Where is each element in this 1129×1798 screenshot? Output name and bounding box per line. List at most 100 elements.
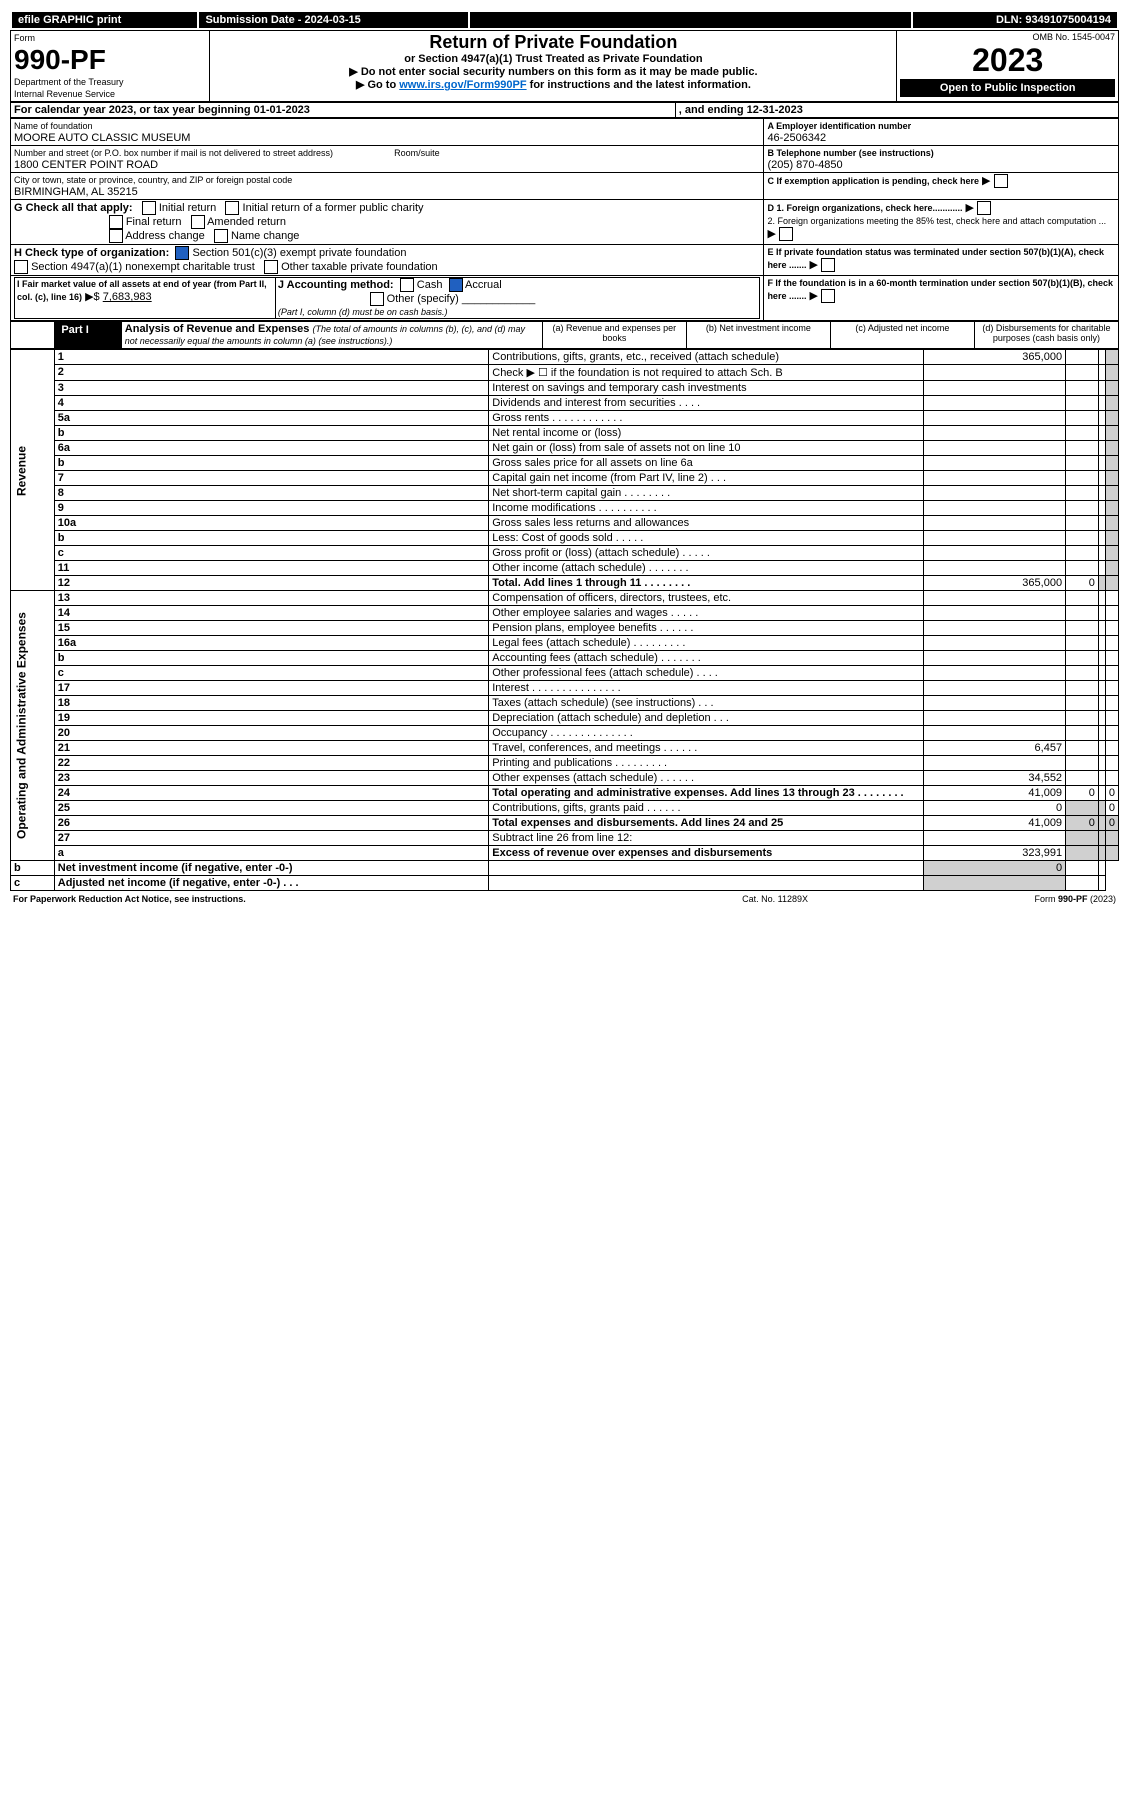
line-number: c — [54, 666, 488, 681]
cell — [924, 606, 1066, 621]
line-number: b — [54, 531, 488, 546]
cell — [924, 681, 1066, 696]
cell — [1066, 501, 1099, 516]
E-cb[interactable] — [821, 258, 835, 272]
submission-date: Submission Date - 2024-03-15 — [198, 11, 469, 29]
line-text: Adjusted net income (if negative, enter … — [54, 876, 488, 891]
cell: 365,000 — [924, 350, 1066, 365]
table-row: 11Other income (attach schedule) . . . .… — [11, 561, 1119, 576]
cell — [924, 636, 1066, 651]
line-number: 8 — [54, 486, 488, 501]
cell — [924, 456, 1066, 471]
G-initial-cb[interactable] — [142, 201, 156, 215]
G-addr-cb[interactable] — [109, 229, 123, 243]
line-text: Total. Add lines 1 through 11 . . . . . … — [489, 576, 924, 591]
J-other-cb[interactable] — [370, 292, 384, 306]
city-value: BIRMINGHAM, AL 35215 — [14, 186, 138, 198]
tax-year: 2023 — [900, 42, 1115, 79]
cell — [1066, 771, 1099, 786]
line-number: 4 — [54, 396, 488, 411]
cell: 6,457 — [924, 741, 1066, 756]
cell — [1098, 711, 1105, 726]
cell — [1066, 426, 1099, 441]
G-amended-cb[interactable] — [191, 215, 205, 229]
street-label: Number and street (or P.O. box number if… — [14, 148, 333, 158]
cell: 41,009 — [924, 816, 1066, 831]
cell — [1105, 666, 1118, 681]
line-text: Total operating and administrative expen… — [489, 786, 924, 801]
foundation-name: MOORE AUTO CLASSIC MUSEUM — [14, 132, 190, 144]
cell: 0 — [924, 801, 1066, 816]
J-accrual-cb[interactable] — [449, 278, 463, 292]
H-opt1-cb[interactable] — [175, 246, 189, 260]
table-row: bLess: Cost of goods sold . . . . . — [11, 531, 1119, 546]
line-text: Subtract line 26 from line 12: — [489, 831, 924, 846]
cell — [1066, 516, 1099, 531]
H-opt3-cb[interactable] — [264, 260, 278, 274]
cell — [1098, 365, 1105, 381]
J-other: Other (specify) — [387, 293, 459, 305]
H-opt2-cb[interactable] — [14, 260, 28, 274]
line-text: Gross sales price for all assets on line… — [489, 456, 924, 471]
line-text: Capital gain net income (from Part IV, l… — [489, 471, 924, 486]
footer-right: Form Form 990-PF (2023)990-PF (2023) — [875, 893, 1119, 905]
instr1: ▶ Do not enter social security numbers o… — [213, 65, 893, 78]
entity-block: Name of foundation MOORE AUTO CLASSIC MU… — [10, 118, 1119, 321]
omb: OMB No. 1545-0047 — [900, 32, 1115, 42]
cell — [924, 876, 1066, 891]
table-row: Operating and Administrative Expenses13C… — [11, 591, 1119, 606]
cell — [924, 396, 1066, 411]
line-text: Gross rents . . . . . . . . . . . . — [489, 411, 924, 426]
footer-mid: Cat. No. 11289X — [675, 893, 875, 905]
table-row: bAccounting fees (attach schedule) . . .… — [11, 651, 1119, 666]
G-name: Name change — [231, 230, 300, 242]
J-label: J Accounting method: — [278, 279, 394, 291]
D2-label: 2. Foreign organizations meeting the 85%… — [767, 216, 1106, 226]
cell — [1066, 711, 1099, 726]
cell — [1098, 486, 1105, 501]
line-text: Contributions, gifts, grants paid . . . … — [489, 801, 924, 816]
cell — [1098, 771, 1105, 786]
G-final-cb[interactable] — [109, 215, 123, 229]
cell — [1105, 531, 1118, 546]
cell — [924, 471, 1066, 486]
line-number: 27 — [54, 831, 488, 846]
cal-begin: For calendar year 2023, or tax year begi… — [11, 103, 676, 118]
sidebar-expenses: Operating and Administrative Expenses — [11, 591, 55, 861]
line-text: Gross profit or (loss) (attach schedule)… — [489, 546, 924, 561]
H-opt3: Other taxable private foundation — [281, 261, 438, 273]
C-checkbox[interactable] — [994, 174, 1008, 188]
cell — [1066, 666, 1099, 681]
line-text: Interest on savings and temporary cash i… — [489, 381, 924, 396]
cell — [1098, 651, 1105, 666]
cell — [1066, 831, 1099, 846]
dept: Department of the Treasury — [14, 77, 124, 87]
cell — [1105, 441, 1118, 456]
form-word: Form — [14, 33, 35, 43]
line-text: Net gain or (loss) from sale of assets n… — [489, 441, 924, 456]
name-label: Name of foundation — [14, 121, 93, 131]
J-cash-cb[interactable] — [400, 278, 414, 292]
cell — [1105, 846, 1118, 861]
irs-link[interactable]: www.irs.gov/Form990PF — [399, 79, 526, 91]
G-name-cb[interactable] — [214, 229, 228, 243]
G-initial-pc-cb[interactable] — [225, 201, 239, 215]
title-block: Form 990-PF Department of the Treasury I… — [10, 30, 1119, 102]
table-row: bGross sales price for all assets on lin… — [11, 456, 1119, 471]
cell — [1105, 501, 1118, 516]
line-number: 23 — [54, 771, 488, 786]
F-cb[interactable] — [821, 289, 835, 303]
cell — [1098, 501, 1105, 516]
cell: 0 — [1066, 786, 1099, 801]
F-label: F If the foundation is in a 60-month ter… — [767, 278, 1113, 301]
cell — [1105, 411, 1118, 426]
line-text: Other expenses (attach schedule) . . . .… — [489, 771, 924, 786]
cell — [924, 546, 1066, 561]
D2-cb[interactable] — [779, 227, 793, 241]
cell — [924, 621, 1066, 636]
D1-cb[interactable] — [977, 201, 991, 215]
cell — [924, 651, 1066, 666]
cell — [1098, 831, 1105, 846]
ein-label: A Employer identification number — [767, 121, 911, 131]
footer-left: For Paperwork Reduction Act Notice, see … — [10, 893, 675, 905]
